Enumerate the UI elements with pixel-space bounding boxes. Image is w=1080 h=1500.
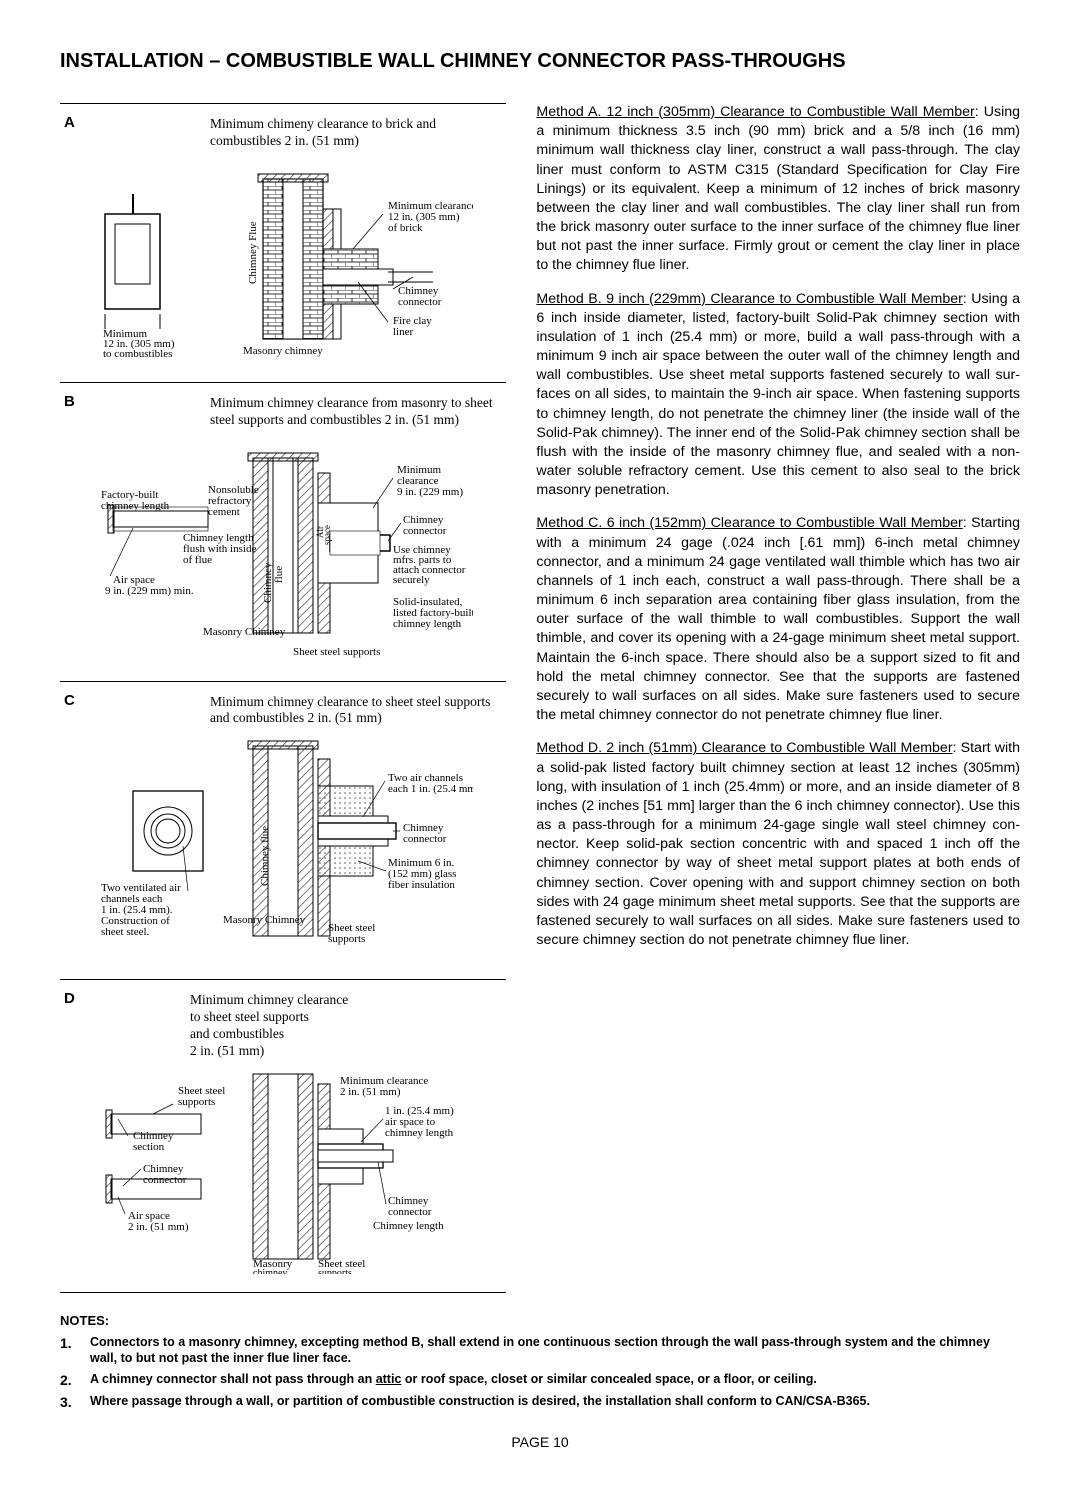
- content-columns: A Minimum chimeny clearance to brick and…: [60, 103, 1020, 1293]
- svg-text:section: section: [133, 1141, 165, 1153]
- methods-column: Method A. 12 inch (305mm) Clearance to C…: [536, 103, 1020, 1293]
- svg-text:connector: connector: [143, 1174, 187, 1186]
- svg-text:2 in. (51 mm): 2 in. (51 mm): [340, 1086, 401, 1098]
- diagram-c-caption: Minimum chimney clearance to sheet steel…: [210, 694, 506, 728]
- svg-text:connector: connector: [398, 296, 442, 308]
- page-title: INSTALLATION – COMBUSTIBLE WALL CHIMNEY …: [60, 50, 1020, 73]
- note-3: 3.Where passage through a wall, or parti…: [60, 1393, 1020, 1409]
- diagrams-column: A Minimum chimeny clearance to brick and…: [60, 103, 506, 1293]
- svg-text:flue: flue: [273, 565, 285, 582]
- notes-section: NOTES: 1.Connectors to a masonry chimney…: [60, 1313, 1020, 1409]
- diagram-b-svg: Minimum clearance 9 in. (229 mm) Nonsolu…: [93, 433, 473, 663]
- svg-text:chimney length: chimney length: [385, 1127, 454, 1139]
- svg-text:Masonry chimney: Masonry chimney: [243, 345, 323, 357]
- notes-heading: NOTES:: [60, 1313, 1020, 1328]
- diagram-a-caption: Minimum chimeny clearance to brick and c…: [210, 116, 506, 150]
- diagram-a: A Minimum chimeny clearance to brick and…: [60, 103, 506, 383]
- svg-text:of brick: of brick: [388, 222, 423, 234]
- svg-text:cement: cement: [208, 506, 240, 518]
- svg-text:connector: connector: [403, 833, 447, 845]
- svg-text:Chimney length: Chimney length: [373, 1220, 444, 1232]
- svg-text:chimney: chimney: [253, 1268, 287, 1274]
- svg-text:of flue: of flue: [183, 554, 212, 566]
- method-a: Method A. 12 inch (305mm) Clearance to C…: [536, 103, 1020, 276]
- note-2: 2.A chimney connector shall not pass thr…: [60, 1371, 1020, 1387]
- diagram-c-label: C: [64, 692, 75, 709]
- svg-text:securely: securely: [393, 574, 430, 586]
- diagram-b: B Minimum chimney clearance from masonry…: [60, 383, 506, 682]
- diagram-c-svg: Two air channels each 1 in. (25.4 mm) Ch…: [93, 731, 473, 961]
- diagram-d-svg: Minimum clearance 2 in. (51 mm) Sheet st…: [93, 1064, 473, 1274]
- svg-text:chimney length: chimney length: [101, 500, 170, 512]
- svg-text:fiber insulation: fiber insulation: [388, 879, 455, 891]
- svg-text:2 in. (51 mm): 2 in. (51 mm): [128, 1221, 189, 1233]
- svg-text:supports: supports: [328, 933, 365, 945]
- svg-text:space: space: [322, 525, 332, 545]
- svg-text:Sheet steel supports: Sheet steel supports: [293, 646, 380, 658]
- diagram-b-caption: Minimum chimney clearance from masonry t…: [210, 395, 506, 429]
- svg-text:each 1 in. (25.4 mm): each 1 in. (25.4 mm): [388, 783, 473, 795]
- page-number: PAGE 10: [60, 1434, 1020, 1450]
- svg-text:supports: supports: [178, 1096, 215, 1108]
- svg-text:Chimney Flue: Chimney Flue: [247, 221, 259, 284]
- svg-text:Chimney flue: Chimney flue: [259, 826, 271, 886]
- svg-text:chimney length: chimney length: [393, 618, 462, 630]
- svg-text:Masonry Chimney: Masonry Chimney: [203, 626, 286, 638]
- diagram-d: D Minimum chimney clearanceto sheet stee…: [60, 980, 506, 1293]
- method-d: Method D. 2 inch (51mm) Clearance to Com…: [536, 739, 1020, 950]
- svg-text:9 in. (229 mm) min.: 9 in. (229 mm) min.: [105, 585, 194, 597]
- diagram-b-label: B: [64, 393, 75, 410]
- svg-text:liner: liner: [393, 326, 413, 338]
- note-1: 1.Connectors to a masonry chimney, excep…: [60, 1334, 1020, 1367]
- svg-text:supports: supports: [318, 1268, 352, 1274]
- diagram-d-label: D: [64, 990, 75, 1007]
- svg-text:connector: connector: [388, 1206, 432, 1218]
- method-b: Method B. 9 inch (229mm) Clearance to Co…: [536, 290, 1020, 501]
- diagram-a-svg: Minimum 12 in. (305 mm) to combustibles …: [93, 154, 473, 364]
- svg-text:9 in. (229 mm): 9 in. (229 mm): [397, 486, 463, 498]
- svg-text:Masonry Chimney: Masonry Chimney: [223, 914, 306, 926]
- svg-text:to combustibles: to combustibles: [103, 348, 172, 360]
- svg-text:sheet steel.: sheet steel.: [101, 926, 150, 938]
- method-c: Method C. 6 inch (152mm) Clearance to Co…: [536, 514, 1020, 725]
- diagram-d-caption: Minimum chimney clearanceto sheet steel …: [190, 992, 506, 1060]
- diagram-c: C Minimum chimney clearance to sheet ste…: [60, 682, 506, 981]
- svg-text:connector: connector: [403, 525, 447, 537]
- notes-list: 1.Connectors to a masonry chimney, excep…: [60, 1334, 1020, 1409]
- diagram-a-label: A: [64, 114, 75, 131]
